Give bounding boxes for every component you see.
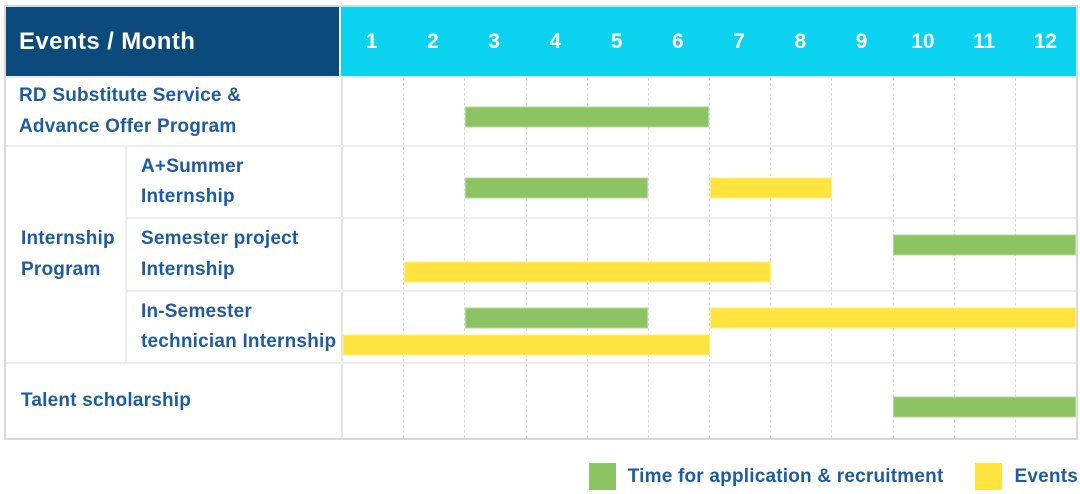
month-grid-cell xyxy=(403,364,464,438)
month-header-cell: 9 xyxy=(855,29,868,53)
month-header-cell: 2 xyxy=(427,29,439,53)
month-grid-cell xyxy=(709,219,770,290)
month-header-cell: 8 xyxy=(794,29,807,53)
month-header-cell: 12 xyxy=(1033,29,1058,53)
month-grid-cell xyxy=(343,78,403,145)
header-title: Events / Month xyxy=(19,27,196,55)
month-grid-cell xyxy=(464,292,525,362)
month-grid-cell xyxy=(770,219,831,290)
month-header-cell: 6 xyxy=(672,29,684,53)
month-header-cell: 4 xyxy=(549,29,562,53)
events-month-table: Events / Month 1 2 3 4 5 6 7 8 9 10 11 12 RD Substi… xyxy=(4,5,1078,440)
month-grid-cell xyxy=(403,219,464,290)
legend: Time for application & recruitment Events xyxy=(588,463,1078,490)
gantt-bar-application xyxy=(465,177,649,199)
month-grid-cell xyxy=(343,147,403,217)
month-grid-cell xyxy=(647,147,709,217)
gantt-bar-application xyxy=(892,234,1076,256)
month-grid-cell xyxy=(831,147,892,217)
month-grid-cell xyxy=(892,147,954,217)
month-grid-cell xyxy=(525,364,587,438)
month-grid-cell xyxy=(953,147,1015,217)
gantt-lane-rd-substitute-service xyxy=(341,76,1076,145)
month-grid-cell xyxy=(647,364,709,438)
month-grid-cell xyxy=(831,219,892,290)
month-grid-cell xyxy=(464,364,525,438)
row-label-semester-project-internship: Semester project Internship xyxy=(127,217,341,290)
month-grid-cell xyxy=(464,78,525,145)
month-header-row: 1 2 3 4 5 6 7 8 9 10 11 12 xyxy=(341,7,1076,76)
gantt-bar-events xyxy=(709,307,1076,329)
legend-swatch-application xyxy=(588,463,616,490)
month-header-cell: 1 xyxy=(365,29,378,53)
month-grid-cell xyxy=(586,364,648,438)
month-grid-cell xyxy=(464,147,525,217)
month-grid-cell xyxy=(892,78,954,145)
month-grid-cell xyxy=(770,78,831,145)
month-grid-cell xyxy=(403,147,464,217)
month-grid-cell xyxy=(343,364,403,438)
group-label-internship-program: Internship Program xyxy=(6,145,127,362)
gantt-bar-events xyxy=(343,334,710,355)
row-label-rd-substitute-service: RD Substitute Service & Advance Offer Pr… xyxy=(6,76,341,145)
month-header-cell: 10 xyxy=(911,29,935,53)
row-label-talent-scholarship: Talent scholarship xyxy=(6,362,341,438)
legend-label-events: Events xyxy=(1014,465,1078,487)
month-grid-cell xyxy=(831,364,892,438)
month-grid-cell xyxy=(709,78,770,145)
month-header-cell: 5 xyxy=(610,29,623,53)
month-grid-cell xyxy=(953,78,1015,145)
month-grid-cell xyxy=(831,78,892,145)
gantt-bar-events xyxy=(404,261,771,283)
month-header-cell: 3 xyxy=(488,29,500,53)
row-label-in-semester-technician-internship: In-Semester technician Internship xyxy=(127,290,341,362)
gantt-bar-application xyxy=(465,106,710,128)
month-grid-cell xyxy=(343,219,403,290)
month-grid-cell xyxy=(1014,147,1076,217)
row-label-a-plus-summer-internship: A+Summer Internship xyxy=(127,145,341,217)
month-grid-cell xyxy=(647,219,709,290)
month-grid-cell xyxy=(770,364,831,438)
month-grid-cell xyxy=(464,219,525,290)
gantt-lane-a-plus-summer-internship xyxy=(341,145,1076,217)
gantt-bar-application xyxy=(465,307,649,329)
table-corner-header: Events / Month xyxy=(6,7,341,76)
month-header-cell: 11 xyxy=(973,29,996,53)
month-grid-cell xyxy=(709,364,770,438)
gantt-lane-in-semester-technician-internship xyxy=(341,290,1076,362)
month-grid-cell xyxy=(403,78,464,145)
legend-label-application: Time for application & recruitment xyxy=(627,465,944,487)
legend-item-events: Events xyxy=(975,463,1078,490)
month-grid-cell xyxy=(525,219,587,290)
month-grid-cell xyxy=(403,292,464,362)
legend-swatch-events xyxy=(975,463,1003,490)
gantt-lane-talent-scholarship xyxy=(341,362,1076,438)
month-grid-cell xyxy=(1014,78,1076,145)
month-grid-cell xyxy=(586,219,648,290)
legend-item-application: Time for application & recruitment xyxy=(588,463,944,490)
gantt-lane-semester-project-internship xyxy=(341,217,1076,290)
month-header-cell: 7 xyxy=(733,29,745,53)
gantt-bar-application xyxy=(892,396,1076,418)
gantt-bar-events xyxy=(709,177,832,199)
